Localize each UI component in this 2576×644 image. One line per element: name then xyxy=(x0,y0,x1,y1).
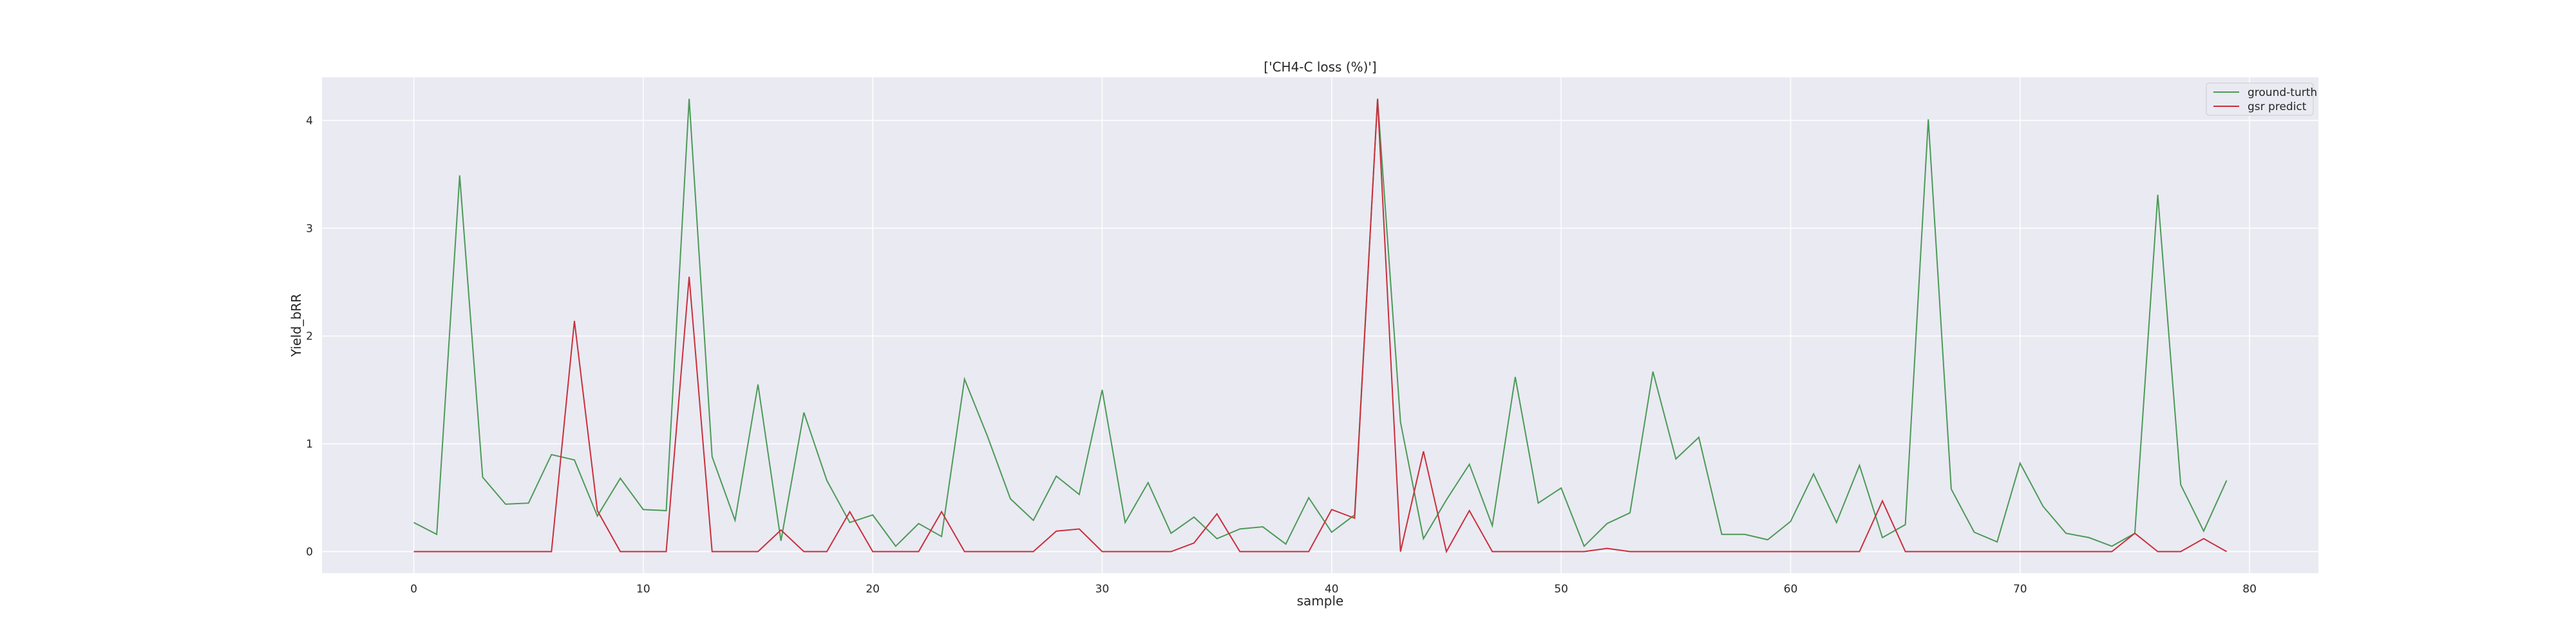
y-tick-label: 3 xyxy=(306,222,313,235)
plot-background xyxy=(322,77,2318,573)
legend-label-ground-truth: ground-turth xyxy=(2248,86,2317,99)
x-tick-label: 80 xyxy=(2242,583,2257,596)
x-tick-labels: 0 10 20 30 40 50 60 70 80 xyxy=(410,583,2257,596)
series-layer xyxy=(413,99,2228,554)
x-tick-label: 10 xyxy=(636,583,650,596)
x-tick-label: 30 xyxy=(1095,583,1110,596)
y-tick-label: 0 xyxy=(306,546,313,559)
y-tick-labels: 0 1 2 3 4 xyxy=(306,115,313,559)
series-line-gsr-predict xyxy=(413,99,2227,554)
x-axis-label: sample xyxy=(1297,593,1344,609)
y-axis-label: Yield_bRR xyxy=(289,294,304,357)
y-tick-label: 4 xyxy=(306,115,313,128)
x-tick-label: 60 xyxy=(1784,583,1798,596)
y-tick-label: 1 xyxy=(306,438,313,451)
x-tick-label: 40 xyxy=(1325,583,1339,596)
legend-label-gsr-predict: gsr predict xyxy=(2248,100,2307,113)
series-line-ground-turth xyxy=(413,99,2228,547)
legend: ground-turth gsr predict xyxy=(2206,82,2317,116)
x-gridlines xyxy=(413,77,2250,573)
y-tick-label: 2 xyxy=(306,330,313,343)
x-tick-label: 70 xyxy=(2013,583,2027,596)
legend-box xyxy=(2206,82,2314,116)
x-tick-label: 50 xyxy=(1554,583,1568,596)
x-tick-label: 0 xyxy=(410,583,417,596)
chart-title: ['CH4-C loss (%)'] xyxy=(1264,59,1376,75)
x-tick-label: 20 xyxy=(866,583,880,596)
